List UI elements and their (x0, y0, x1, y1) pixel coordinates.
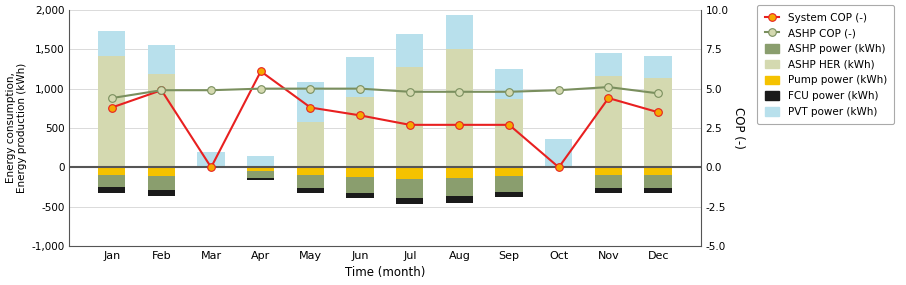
Bar (496, 176, 523, 192)
Bar (247, 171, 275, 178)
Bar (396, 179, 423, 198)
ASHP COP (-) (354, 87, 365, 90)
Bar (98, 187, 125, 192)
Bar (644, 78, 672, 167)
ASHP COP (-) (305, 87, 316, 90)
Bar (297, 122, 324, 167)
System COP (-) (106, 106, 117, 109)
ASHP COP (-) (603, 85, 614, 89)
Bar (545, 139, 573, 167)
Bar (446, 178, 473, 196)
Bar (346, 192, 374, 198)
Bar (247, 167, 275, 171)
Bar (98, 56, 125, 167)
Bar (496, 192, 523, 197)
ASHP COP (-) (206, 89, 217, 92)
Bar (148, 176, 175, 190)
Bar (446, 48, 473, 167)
System COP (-) (454, 123, 465, 127)
System COP (-) (652, 111, 663, 114)
Bar (148, 74, 175, 167)
Bar (346, 167, 374, 177)
Bar (446, 196, 473, 203)
X-axis label: Time (month): Time (month) (345, 266, 425, 280)
Bar (496, 167, 523, 176)
Bar (644, 188, 672, 193)
System COP (-) (603, 96, 614, 100)
ASHP COP (-) (106, 96, 117, 100)
System COP (-) (206, 166, 217, 169)
Bar (496, 69, 523, 99)
Bar (396, 67, 423, 167)
Bar (148, 45, 175, 74)
Line: System COP (-): System COP (-) (108, 68, 662, 171)
Bar (346, 177, 374, 192)
Bar (98, 167, 125, 175)
Bar (148, 190, 175, 196)
System COP (-) (554, 166, 564, 169)
Bar (297, 167, 324, 175)
Bar (595, 175, 622, 188)
System COP (-) (404, 123, 415, 127)
Bar (148, 167, 175, 176)
Bar (496, 99, 523, 167)
ASHP COP (-) (504, 90, 515, 93)
Bar (346, 97, 374, 167)
Bar (346, 57, 374, 97)
Bar (396, 34, 423, 67)
ASHP COP (-) (156, 89, 167, 92)
Bar (98, 175, 125, 187)
Bar (198, 152, 225, 167)
ASHP COP (-) (454, 90, 465, 93)
Bar (595, 53, 622, 76)
Bar (644, 167, 672, 175)
System COP (-) (255, 70, 266, 73)
Bar (98, 31, 125, 56)
Bar (396, 167, 423, 179)
Bar (644, 175, 672, 188)
Bar (247, 178, 275, 180)
Line: ASHP COP (-): ASHP COP (-) (108, 83, 662, 102)
Bar (297, 188, 324, 193)
ASHP COP (-) (404, 90, 415, 93)
Bar (396, 198, 423, 204)
Y-axis label: Energy consumption,
Energy production (kWh): Energy consumption, Energy production (k… (5, 63, 27, 193)
System COP (-) (305, 106, 316, 109)
Bar (644, 56, 672, 78)
ASHP COP (-) (652, 92, 663, 95)
System COP (-) (156, 89, 167, 92)
System COP (-) (354, 114, 365, 117)
ASHP COP (-) (554, 89, 564, 92)
Bar (595, 167, 622, 175)
Bar (595, 76, 622, 167)
Bar (247, 156, 275, 167)
Bar (446, 15, 473, 48)
Bar (297, 82, 324, 122)
Legend: System COP (-), ASHP COP (-), ASHP power (kWh), ASHP HER (kWh), Pump power (kWh): System COP (-), ASHP COP (-), ASHP power… (757, 5, 894, 124)
Bar (297, 175, 324, 188)
ASHP COP (-) (255, 87, 266, 90)
Bar (446, 167, 473, 178)
System COP (-) (504, 123, 515, 127)
Y-axis label: COP (-): COP (-) (732, 107, 745, 149)
Bar (595, 188, 622, 193)
